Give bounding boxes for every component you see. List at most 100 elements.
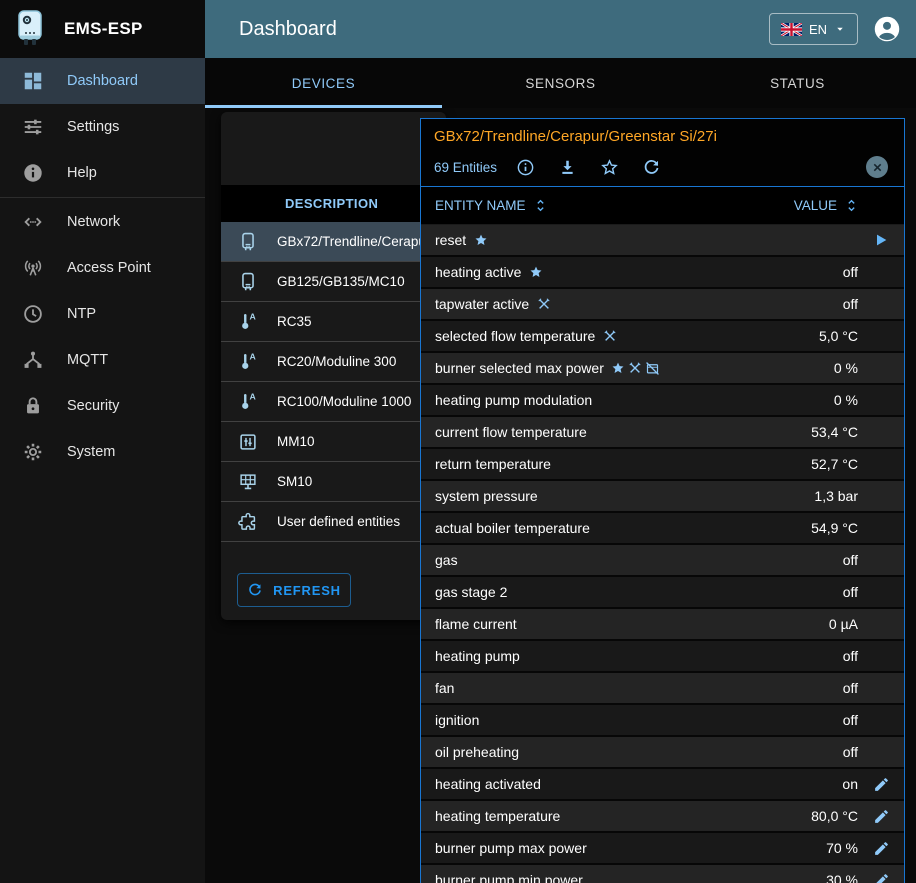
star-outline-icon[interactable] [599,157,619,177]
entity-name: heating temperature [435,808,561,824]
info-icon[interactable] [515,157,535,177]
entity-row[interactable]: fan off [421,673,904,705]
refresh-icon[interactable] [641,157,661,177]
edit-pencil-icon[interactable] [873,808,890,825]
entity-value: off [842,552,858,568]
sort-value[interactable]: VALUE [794,198,858,213]
tab-devices[interactable]: DEVICES [205,58,442,108]
entity-name: burner pump max power [435,840,587,856]
device-row[interactable]: A RC20/Moduline 300 [221,342,446,382]
entity-row[interactable]: selected flow temperature 5,0 °C [421,321,904,353]
entity-name: flame current [435,616,517,632]
entity-value: 1,3 bar [814,488,858,504]
gear-icon [22,441,44,463]
thermostat-icon: A [236,390,260,414]
sidebar-item-security[interactable]: Security [0,383,205,429]
edit-pencil-icon[interactable] [873,840,890,857]
close-icon[interactable] [866,156,888,178]
device-row[interactable]: SM10 [221,462,446,502]
entity-value: off [842,264,858,280]
dashboard-grid-icon [22,70,44,92]
sidebar-item-label: MQTT [67,352,109,368]
description-column-header[interactable]: DESCRIPTION [221,185,446,222]
sidebar-item-ntp[interactable]: NTP [0,291,205,337]
device-row[interactable]: A RC100/Moduline 1000 [221,382,446,422]
edit-pencil-icon[interactable] [873,872,890,883]
sidebar-item-settings[interactable]: Settings [0,104,205,150]
language-label: EN [808,21,827,37]
sort-icon [845,198,858,213]
entity-value: off [842,648,858,664]
entity-row[interactable]: gas stage 2 off [421,577,904,609]
entity-row[interactable]: current flow temperature 53,4 °C [421,417,904,449]
thermostat-icon: A [236,310,260,334]
tab-bar: DEVICES SENSORS STATUS [205,58,916,108]
entity-name: heating activated [435,776,541,792]
run-command-icon[interactable] [873,232,890,249]
device-row[interactable]: A RC35 [221,302,446,342]
entity-value: 0 % [833,392,858,408]
tab-status[interactable]: STATUS [770,75,825,91]
entity-name: current flow temperature [435,424,587,440]
entity-row[interactable]: flame current 0 µA [421,609,904,641]
entity-row[interactable]: oil preheating off [421,737,904,769]
info-filled-icon [22,162,44,184]
entity-name: burner selected max power [435,360,660,376]
edit-pencil-icon[interactable] [873,776,890,793]
clock-icon [22,303,44,325]
language-selector[interactable]: EN [768,13,858,45]
entity-row[interactable]: heating pump modulation 0 % [421,385,904,417]
boiler-icon [236,230,260,254]
entity-row[interactable]: actual boiler temperature 54,9 °C [421,513,904,545]
entity-row[interactable]: heating activated on [421,769,904,801]
entity-row[interactable]: reset [421,225,904,257]
entity-row[interactable]: heating pump off [421,641,904,673]
refresh-icon [247,582,263,598]
entity-name: system pressure [435,488,538,504]
entity-panel-header: GBx72/Trendline/Cerapur/Greenstar Si/27i… [421,119,904,187]
tab-sensors[interactable]: SENSORS [525,75,596,91]
sidebar-item-label: NTP [67,306,96,322]
device-name: MM10 [277,434,315,449]
construction-flag-icon [602,329,617,344]
device-row[interactable]: GB125/GB135/MC10 [221,262,446,302]
entity-row[interactable]: burner pump min power 30 % [421,865,904,883]
entity-name: fan [435,680,455,696]
entity-row[interactable]: heating active off [421,257,904,289]
app-title: EMS-ESP [64,19,143,38]
entity-row[interactable]: gas off [421,545,904,577]
account-icon[interactable] [872,14,902,44]
entity-name-header: ENTITY NAME [435,198,526,213]
svg-text:A: A [249,311,256,321]
entity-row[interactable]: burner pump max power 70 % [421,833,904,865]
refresh-button[interactable]: REFRESH [237,573,351,607]
device-row[interactable]: GBx72/Trendline/Cerapur/Greenstar Si/27i [221,222,446,262]
entity-row[interactable]: system pressure 1,3 bar [421,481,904,513]
device-name: RC100/Moduline 1000 [277,394,412,409]
sidebar-item-access-point[interactable]: Access Point [0,245,205,291]
entity-row[interactable]: return temperature 52,7 °C [421,449,904,481]
entity-toolbar: 69 Entities [434,156,891,178]
sidebar-item-system[interactable]: System [0,429,205,475]
device-row[interactable]: User defined entities [221,502,446,542]
entity-name: burner pump min power [435,872,583,883]
sidebar-item-mqtt[interactable]: MQTT [0,337,205,383]
entity-name: oil preheating [435,744,520,760]
sort-entity-name[interactable]: ENTITY NAME [435,198,547,213]
entity-row[interactable]: ignition off [421,705,904,737]
entity-value: off [842,296,858,312]
entity-row[interactable]: tapwater active off [421,289,904,321]
download-icon[interactable] [557,157,577,177]
entity-value: 5,0 °C [818,328,858,344]
sidebar-item-network[interactable]: Network [0,199,205,245]
entity-row[interactable]: heating temperature 80,0 °C [421,801,904,833]
device-row[interactable]: MM10 [221,422,446,462]
entity-value: 52,7 °C [811,456,858,472]
entity-row[interactable]: burner selected max power 0 % [421,353,904,385]
device-name: User defined entities [277,514,401,529]
sidebar-item-help[interactable]: Help [0,150,205,196]
sidebar-item-dashboard[interactable]: Dashboard [0,58,205,104]
entity-name: heating pump modulation [435,392,593,408]
boiler-logo-icon [12,8,48,50]
